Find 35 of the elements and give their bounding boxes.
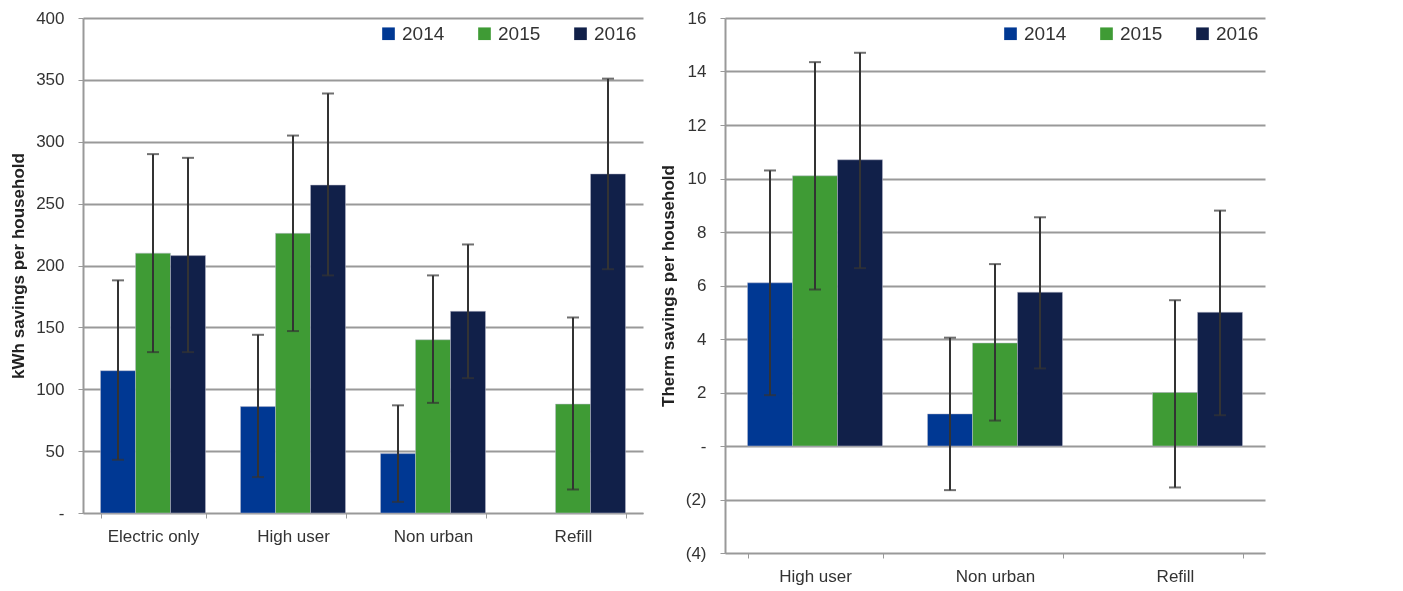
x-tick-label: Refill xyxy=(554,526,593,546)
y-tick-label: 16 xyxy=(687,8,707,28)
y-tick-label: 50 xyxy=(45,441,65,461)
y-tick-label: 12 xyxy=(687,115,707,135)
y-tick-label: - xyxy=(58,503,65,523)
x-tick-label: Non urban xyxy=(955,566,1036,586)
y-tick-label: 150 xyxy=(36,317,65,337)
y-tick-label: 6 xyxy=(697,276,707,295)
legend-label: 2015 xyxy=(1120,22,1163,44)
legend-label: 2015 xyxy=(498,22,541,44)
x-tick-label: High user xyxy=(257,526,331,546)
y-tick-label: - xyxy=(700,436,707,456)
y-tick-label: 2 xyxy=(697,383,707,402)
x-tick-label: Non urban xyxy=(393,526,474,546)
x-tick-label: Refill xyxy=(1156,566,1195,586)
y-axis-title: Therm savings per household xyxy=(658,165,678,407)
y-tick-label: 100 xyxy=(36,379,65,399)
y-tick-label: (4) xyxy=(685,543,707,563)
legend-label: 2016 xyxy=(594,22,637,44)
legend-label: 2014 xyxy=(402,22,445,44)
y-tick-label: 200 xyxy=(36,256,65,275)
y-tick-label: (2) xyxy=(685,490,707,509)
y-tick-label: 14 xyxy=(687,62,707,81)
legend-label: 2014 xyxy=(1024,22,1067,44)
x-tick-label: High user xyxy=(779,566,853,586)
y-tick-label: 250 xyxy=(36,194,65,214)
y-tick-label: 10 xyxy=(687,169,707,188)
y-tick-label: 400 xyxy=(36,8,65,28)
y-tick-label: 300 xyxy=(36,132,65,152)
y-tick-label: 4 xyxy=(697,329,707,349)
y-tick-label: 8 xyxy=(697,222,707,242)
x-tick-label: Electric only xyxy=(107,526,200,546)
legend-label: 2016 xyxy=(1216,22,1259,44)
y-tick-label: 350 xyxy=(36,70,65,90)
y-axis-title: kWh savings per household xyxy=(9,153,29,379)
